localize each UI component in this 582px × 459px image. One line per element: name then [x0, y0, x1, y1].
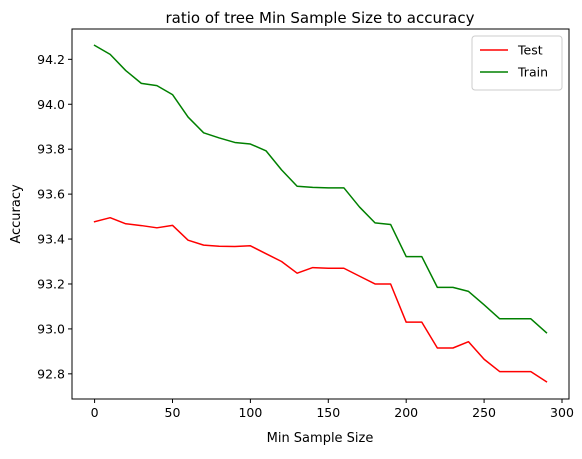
legend-label-train: Train: [517, 65, 548, 80]
x-tick-label: 250: [472, 405, 496, 420]
x-tick-label: 200: [394, 405, 418, 420]
x-axis-label: Min Sample Size: [267, 431, 374, 446]
x-axis: 0 50 100 150 200 250 300: [91, 399, 574, 420]
x-tick-label: 300: [550, 405, 574, 420]
series-lines: [93, 44, 548, 383]
y-tick-label: 94.2: [37, 52, 65, 67]
x-tick-label: 100: [238, 405, 262, 420]
y-tick-label: 93.4: [37, 232, 65, 247]
y-tick-label: 92.8: [37, 366, 65, 381]
series-line-train: [93, 44, 548, 334]
x-tick-label: 150: [316, 405, 340, 420]
y-tick-label: 93.2: [37, 276, 65, 291]
legend: Test Train: [471, 35, 563, 91]
y-tick-label: 93.8: [37, 142, 65, 157]
plot-area-frame: [71, 28, 570, 400]
x-tick-label: 50: [165, 405, 181, 420]
series-line-test: [93, 216, 548, 383]
y-tick-label: 93.0: [37, 321, 65, 336]
y-tick-label: 94.0: [37, 97, 65, 112]
legend-label-test: Test: [517, 43, 543, 58]
chart-title: ratio of tree Min Sample Size to accurac…: [166, 9, 475, 27]
x-tick-label: 0: [91, 405, 99, 420]
y-axis: 92.8 93.0 93.2 93.4 93.6 93.8 94.0 94.2: [37, 52, 72, 381]
y-tick-label: 93.6: [37, 187, 65, 202]
legend-box: [471, 35, 563, 91]
y-axis-label: Accuracy: [9, 184, 24, 244]
